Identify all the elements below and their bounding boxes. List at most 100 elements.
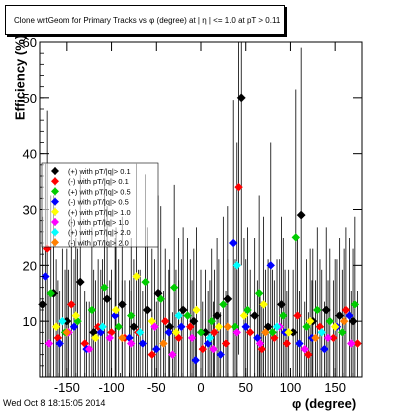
data-point: [135, 328, 145, 337]
data-point: [187, 333, 197, 343]
data-point: [141, 277, 150, 287]
x-tick-label: 150: [324, 380, 346, 395]
tick-labels-layer: -150 -100 -50 0 50 100 150 10 20 30 40 50 60: [23, 35, 346, 395]
data-point: [266, 261, 275, 270]
data-point: [321, 305, 331, 315]
data-point: [67, 300, 76, 309]
legend-marker: [51, 167, 59, 175]
chart-title: Clone wrtGeom for Primary Tracks vs φ (d…: [14, 16, 281, 25]
data-point: [189, 316, 199, 326]
legend-label: (-) with pT/|q|> 0.1: [68, 177, 129, 186]
data-point: [304, 350, 313, 359]
data-point: [341, 305, 351, 315]
data-point: [236, 93, 246, 103]
x-tick-label: -50: [147, 380, 166, 395]
data-point: [291, 233, 301, 242]
data-point: [91, 333, 100, 343]
data-point: [138, 339, 148, 348]
data-point: [168, 350, 177, 359]
data-point: [268, 328, 277, 337]
data-point: [191, 356, 200, 365]
data-point: [114, 322, 123, 331]
data-point: [210, 328, 219, 337]
axis-ticks-layer: [39, 41, 363, 378]
data-point: [234, 182, 243, 192]
data-point: [150, 322, 159, 331]
legend-box: [41, 162, 159, 248]
x-tick-label: -150: [54, 380, 80, 395]
data-point: [129, 322, 139, 332]
data-point: [58, 316, 67, 326]
data-point: [87, 305, 97, 315]
data-point: [152, 344, 161, 354]
data-point: [255, 339, 265, 348]
x-tick-label: -100: [99, 380, 125, 395]
data-point: [296, 210, 306, 220]
legend-label: (-) with pT/|q|> 2.0: [68, 238, 129, 247]
data-point: [223, 294, 233, 304]
legend-label: (+) with pT/|q|> 2.0: [68, 228, 131, 237]
data-point: [214, 322, 224, 331]
y-tick-label: 20: [23, 258, 37, 273]
y-tick-label: 10: [23, 314, 37, 329]
legend-label: (-) with pT/|q|> 0.5: [68, 198, 129, 207]
data-point: [196, 328, 206, 337]
data-point: [305, 316, 315, 326]
data-point: [171, 328, 181, 337]
data-point: [329, 333, 338, 343]
data-point: [350, 300, 360, 309]
data-point: [320, 344, 329, 354]
data-point: [75, 277, 85, 287]
data-point: [300, 344, 309, 354]
data-point: [156, 294, 165, 304]
x-tick-label: 0: [197, 380, 204, 395]
y-tick-label: 30: [23, 203, 37, 218]
data-point: [232, 261, 241, 270]
legend-label: (+) with pT/|q|> 0.1: [68, 167, 131, 176]
data-point: [353, 339, 362, 348]
data-point: [284, 328, 293, 337]
data-point: [212, 311, 222, 321]
data-point: [44, 339, 54, 348]
data-point: [219, 300, 228, 309]
data-point: [110, 311, 120, 320]
legend-marker: [51, 218, 59, 226]
data-point: [317, 328, 326, 337]
data-point: [178, 305, 188, 315]
data-point: [338, 328, 347, 337]
data-point: [279, 311, 288, 320]
data-point: [339, 316, 349, 326]
data-point: [93, 322, 103, 331]
data-point: [209, 344, 218, 354]
data-point: [127, 339, 136, 348]
data-point: [84, 344, 94, 354]
data-point: [41, 272, 50, 281]
y-tick-label: 60: [23, 35, 37, 50]
data-point: [69, 322, 79, 331]
data-point: [161, 316, 170, 326]
data-point: [295, 339, 304, 348]
x-tick-label: 50: [238, 380, 252, 395]
data-point: [259, 300, 268, 309]
data-point: [239, 311, 249, 320]
data-point: [111, 305, 121, 315]
chart-title-box: Clone wrtGeom for Primary Tracks vs φ (d…: [5, 5, 285, 35]
data-point: [223, 322, 233, 331]
data-point: [207, 316, 216, 326]
legend-marker: [51, 197, 59, 206]
x-tick-label: 100: [280, 380, 302, 395]
legend-label: (-) with pT/|q|> 1.0: [68, 218, 129, 227]
data-point: [221, 339, 231, 348]
data-point: [183, 311, 192, 320]
data-point: [46, 289, 55, 298]
legend-label: (+) with pT/|q|> 0.5: [68, 187, 131, 196]
y-axis-title: Efficiency (%): [12, 34, 28, 121]
data-point: [250, 311, 260, 321]
data-point: [347, 339, 356, 348]
legend-marker: [51, 177, 59, 186]
data-point: [241, 322, 250, 331]
x-axis-title: φ (degree): [292, 396, 357, 411]
y-tick-label: 40: [23, 147, 37, 162]
data-point: [325, 316, 334, 326]
